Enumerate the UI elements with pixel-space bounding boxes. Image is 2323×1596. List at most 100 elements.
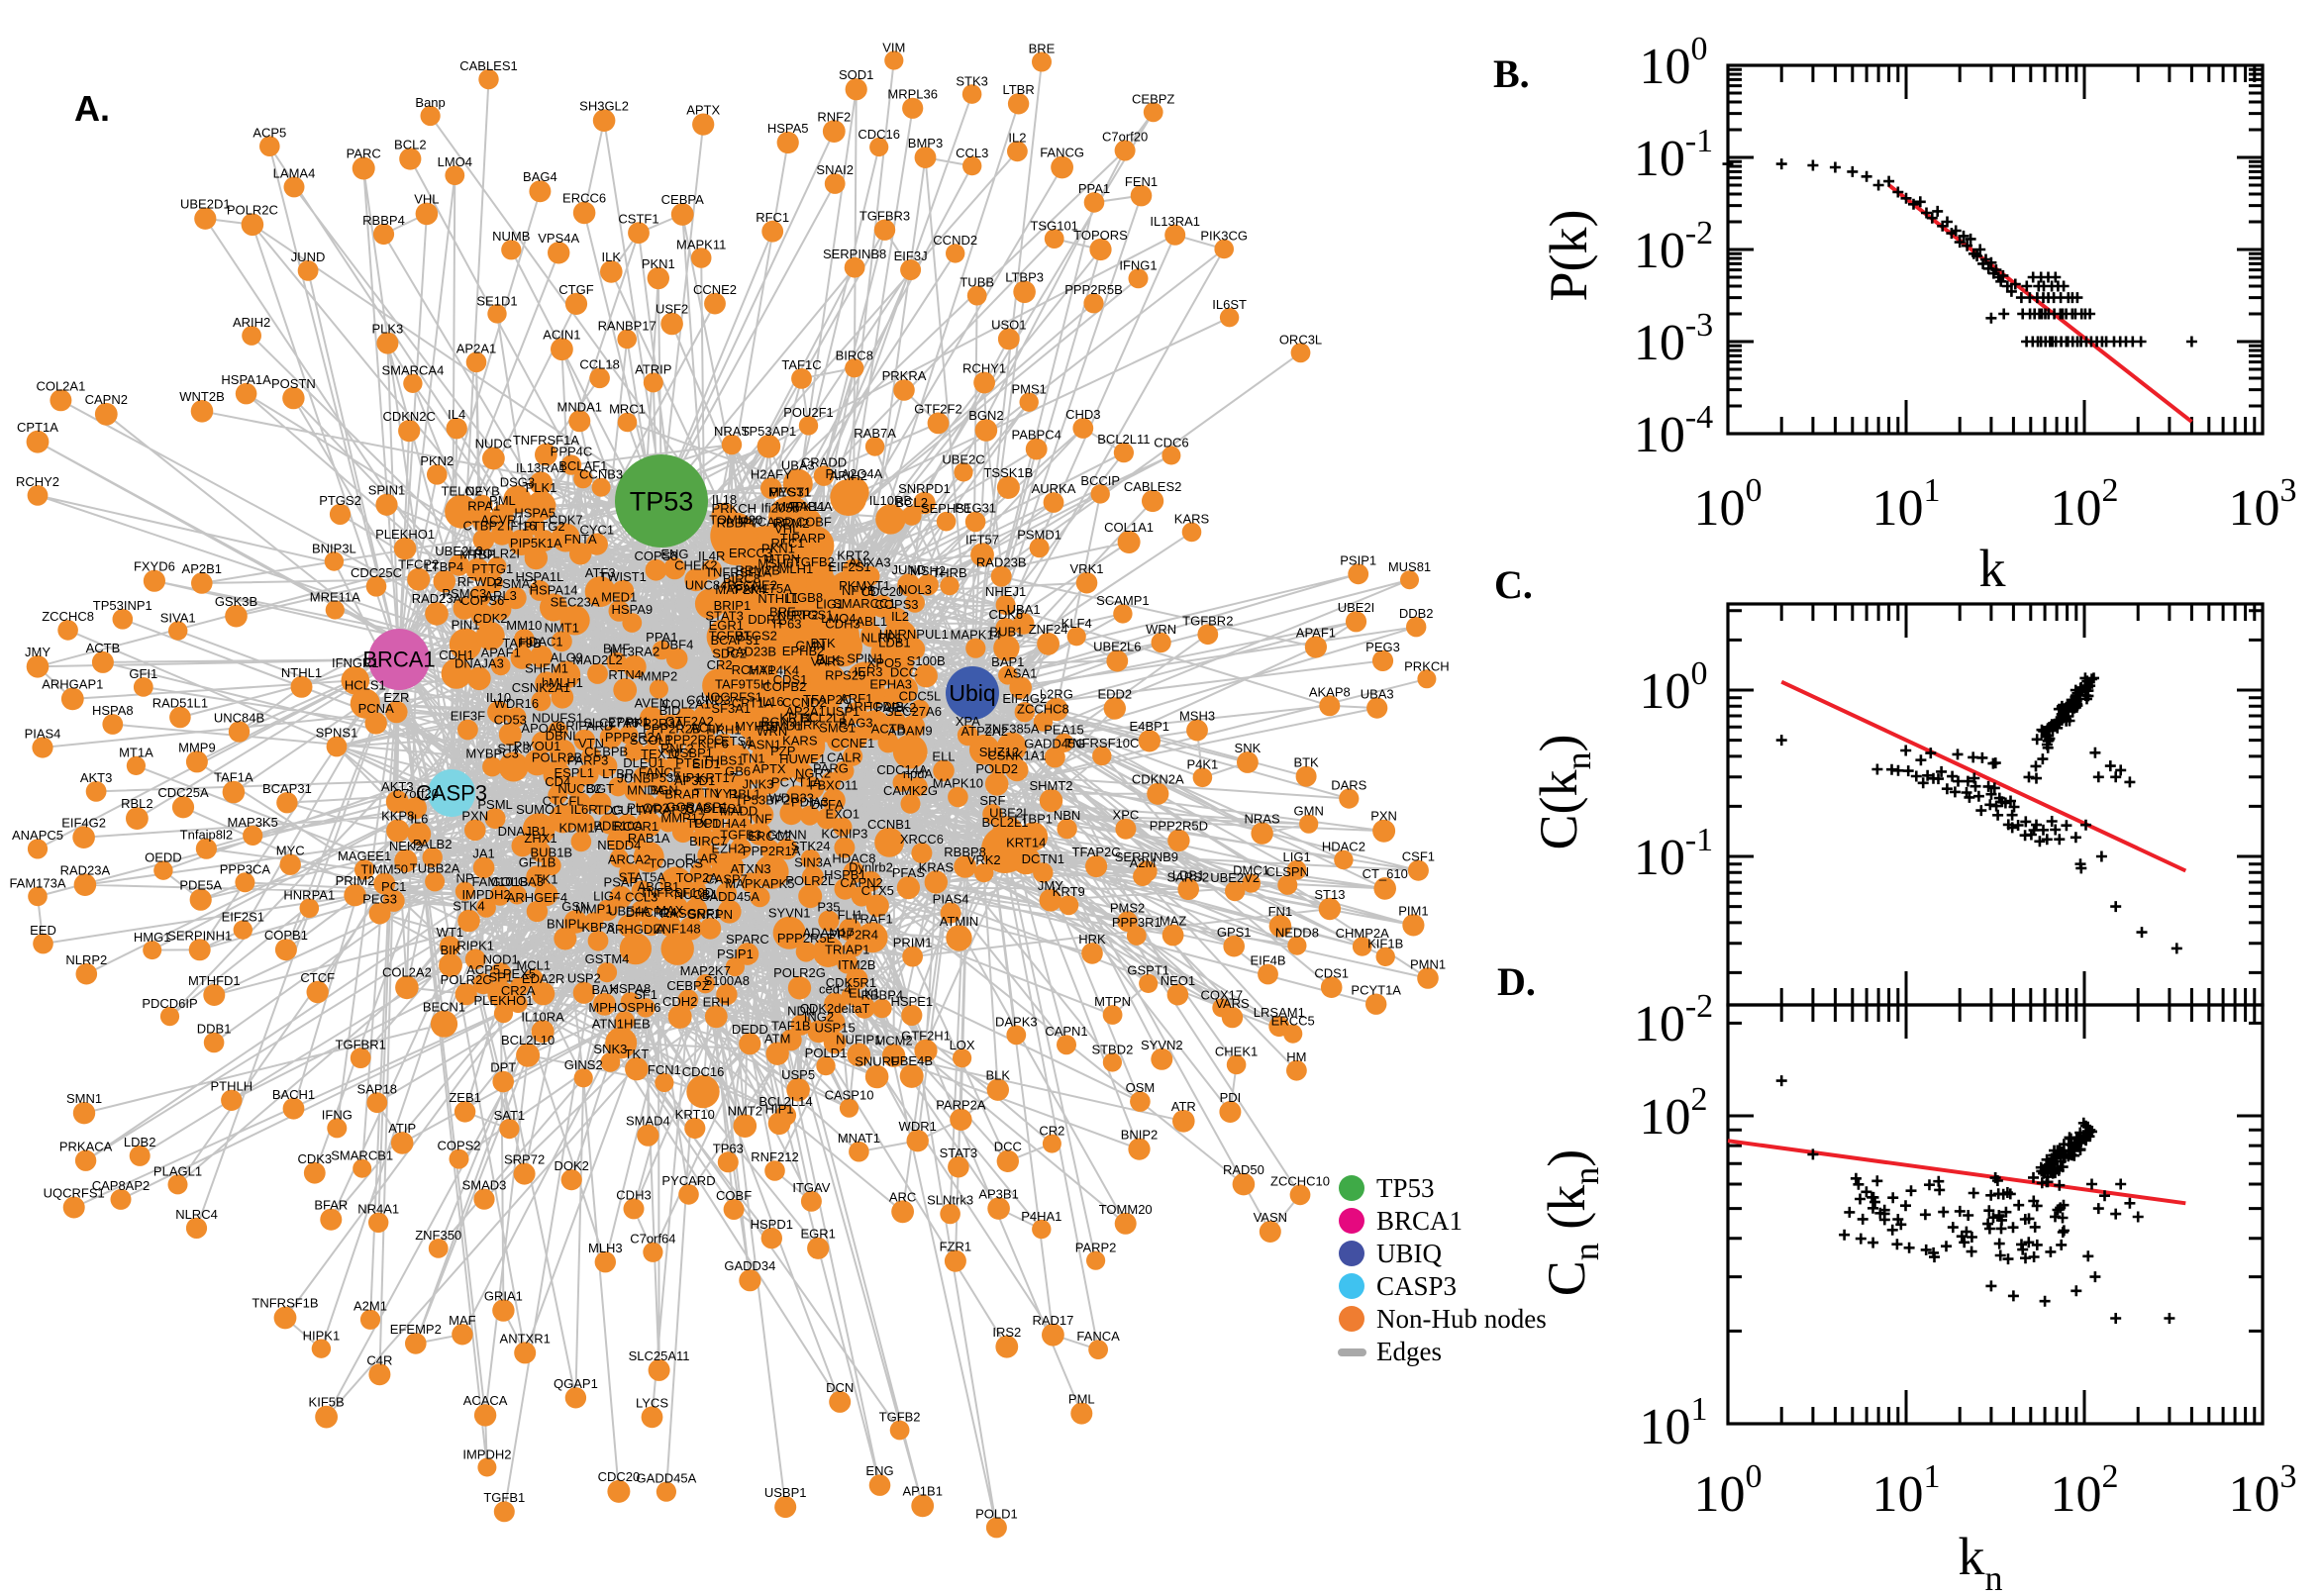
svg-text:KARS: KARS xyxy=(1174,512,1210,527)
svg-text:KRAS: KRAS xyxy=(919,859,955,874)
svg-text:STK24: STK24 xyxy=(791,839,831,853)
svg-text:PSMD1: PSMD1 xyxy=(1017,527,1061,542)
svg-text:RBL2: RBL2 xyxy=(121,796,153,811)
svg-text:UBE2I: UBE2I xyxy=(989,805,1027,820)
svg-text:XPC: XPC xyxy=(1113,808,1140,823)
svg-text:AP3B1: AP3B1 xyxy=(978,1186,1018,1201)
svg-text:DDR1: DDR1 xyxy=(748,612,782,627)
svg-text:PLEKHO1: PLEKHO1 xyxy=(375,527,435,542)
svg-text:NP: NP xyxy=(455,871,473,886)
svg-text:PPP2R5E: PPP2R5E xyxy=(777,931,836,946)
svg-text:VARS: VARS xyxy=(1215,996,1250,1011)
svg-text:KLF4: KLF4 xyxy=(1061,616,1092,631)
svg-text:CDK6: CDK6 xyxy=(988,607,1023,622)
svg-text:TP53AP1: TP53AP1 xyxy=(742,424,797,439)
svg-text:BRCA1: BRCA1 xyxy=(1376,1206,1463,1236)
svg-text:SMAD4: SMAD4 xyxy=(626,1114,670,1129)
svg-text:VHL: VHL xyxy=(774,521,799,536)
svg-text:PIAS4: PIAS4 xyxy=(933,891,969,906)
svg-text:RBBP7: RBBP7 xyxy=(717,516,759,531)
svg-text:SPIN1: SPIN1 xyxy=(368,483,406,498)
svg-text:WRN: WRN xyxy=(757,724,787,739)
svg-text:CDC6: CDC6 xyxy=(1154,436,1188,450)
svg-text:USO1: USO1 xyxy=(991,318,1026,333)
svg-text:MAP2K4: MAP2K4 xyxy=(715,582,765,597)
svg-text:NFYB: NFYB xyxy=(465,484,500,499)
svg-text:EDD2: EDD2 xyxy=(1097,686,1132,701)
svg-text:TSG101: TSG101 xyxy=(1030,218,1077,233)
svg-text:IFNG: IFNG xyxy=(322,1107,353,1122)
svg-text:EXO1: EXO1 xyxy=(825,807,859,822)
svg-text:SNK: SNK xyxy=(1235,741,1262,755)
svg-text:TWIST1: TWIST1 xyxy=(599,569,647,584)
svg-text:PPP2R5D: PPP2R5D xyxy=(1150,819,1208,834)
svg-text:CYC1: CYC1 xyxy=(579,523,614,538)
svg-text:ACP5: ACP5 xyxy=(252,125,286,140)
svg-text:RFWD2: RFWD2 xyxy=(457,574,503,589)
svg-text:Banp: Banp xyxy=(415,95,445,110)
svg-text:APTX: APTX xyxy=(753,761,786,776)
svg-text:NUCB2: NUCB2 xyxy=(557,781,601,796)
svg-text:ARC: ARC xyxy=(889,1189,916,1204)
svg-text:SF1: SF1 xyxy=(634,987,657,1002)
svg-text:IL13RA1: IL13RA1 xyxy=(1150,214,1200,229)
svg-text:PDIA3: PDIA3 xyxy=(791,795,829,810)
svg-text:MNDA1: MNDA1 xyxy=(557,399,603,414)
svg-text:FZR1: FZR1 xyxy=(940,1240,972,1254)
svg-text:PMN1: PMN1 xyxy=(1410,956,1446,971)
svg-text:RBBP4: RBBP4 xyxy=(860,988,903,1003)
svg-text:HMG1: HMG1 xyxy=(134,930,171,945)
svg-text:CAPN2: CAPN2 xyxy=(840,875,882,890)
svg-text:Non-Hub nodes: Non-Hub nodes xyxy=(1376,1304,1547,1334)
svg-text:CDC16: CDC16 xyxy=(858,127,900,142)
svg-text:GMNN: GMNN xyxy=(767,828,807,843)
svg-text:SNAI2: SNAI2 xyxy=(816,162,854,177)
svg-text:ITGB8: ITGB8 xyxy=(786,590,824,605)
svg-text:BCAP31: BCAP31 xyxy=(710,633,759,648)
svg-text:CDK3: CDK3 xyxy=(297,1151,332,1166)
svg-text:PPA1: PPA1 xyxy=(1078,181,1110,196)
svg-text:ATR: ATR xyxy=(1171,1099,1196,1114)
svg-text:SPNS1: SPNS1 xyxy=(316,726,358,741)
svg-text:SAP18: SAP18 xyxy=(357,1081,397,1096)
svg-text:MTPN: MTPN xyxy=(763,551,800,566)
svg-text:COPS6: COPS6 xyxy=(460,593,504,608)
svg-text:PTHLH: PTHLH xyxy=(210,1079,252,1094)
svg-text:PML: PML xyxy=(1068,1392,1095,1407)
svg-text:STBD2: STBD2 xyxy=(1091,1042,1133,1056)
svg-text:TTN: TTN xyxy=(694,785,719,800)
svg-text:RCHY1: RCHY1 xyxy=(962,361,1006,376)
svg-text:SP1: SP1 xyxy=(489,970,514,985)
svg-text:UBE2V2: UBE2V2 xyxy=(1210,870,1260,885)
svg-text:UBE4A: UBE4A xyxy=(608,903,651,918)
svg-text:IL2: IL2 xyxy=(1008,130,1026,145)
svg-text:ZEB1: ZEB1 xyxy=(449,1090,481,1105)
svg-text:PPP2R5C: PPP2R5C xyxy=(664,733,723,748)
svg-text:CAPN2: CAPN2 xyxy=(85,392,128,407)
svg-text:LIG1: LIG1 xyxy=(816,597,844,612)
svg-text:BTK: BTK xyxy=(1293,755,1319,770)
svg-text:RBL1: RBL1 xyxy=(729,787,761,802)
svg-text:RASGRF1: RASGRF1 xyxy=(660,906,721,921)
svg-text:RAD23B: RAD23B xyxy=(976,555,1027,570)
svg-text:BMF: BMF xyxy=(603,642,631,656)
svg-text:JA1: JA1 xyxy=(472,847,494,861)
svg-text:DBF4: DBF4 xyxy=(660,637,693,651)
svg-text:KRT9: KRT9 xyxy=(1053,884,1085,899)
svg-text:COPS3: COPS3 xyxy=(874,597,918,612)
svg-text:IL16: IL16 xyxy=(758,694,783,709)
svg-text:UBE2C: UBE2C xyxy=(942,451,984,466)
svg-text:MTHFD1: MTHFD1 xyxy=(188,973,241,988)
svg-text:COX17: COX17 xyxy=(1200,987,1243,1002)
svg-text:VRK2: VRK2 xyxy=(967,852,1001,867)
svg-text:SMG1: SMG1 xyxy=(819,720,856,735)
svg-text:LIG4: LIG4 xyxy=(593,889,621,904)
svg-text:CHMP2A: CHMP2A xyxy=(1336,926,1390,941)
svg-text:USP15: USP15 xyxy=(814,1021,855,1036)
svg-text:ELL: ELL xyxy=(932,749,955,764)
svg-text:CDS1: CDS1 xyxy=(1314,965,1349,980)
svg-text:SRP72: SRP72 xyxy=(504,1152,545,1167)
svg-text:NMT2: NMT2 xyxy=(728,1103,762,1118)
svg-text:CDK7: CDK7 xyxy=(549,513,583,528)
svg-text:TEX11: TEX11 xyxy=(641,747,679,761)
